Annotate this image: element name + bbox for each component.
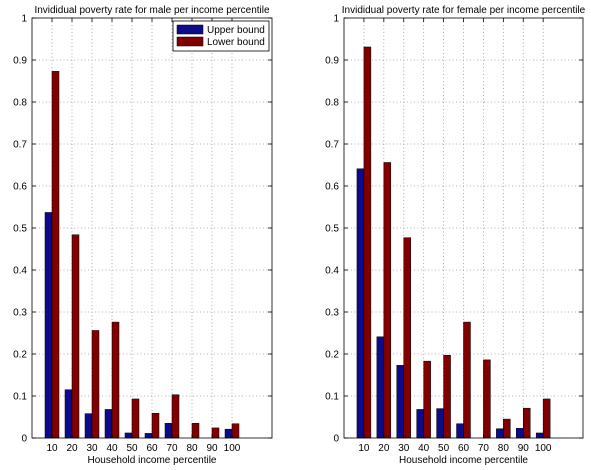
female-bar-upper-80 [496,428,504,439]
male-bar-lower-50 [131,398,140,439]
female-bar-upper-90 [516,428,524,439]
male-ytick-label: 0.1 [13,392,27,403]
male-ytick-label: 0.6 [13,182,27,193]
female-xtick-label: 70 [478,443,490,454]
female-xtick-label: 10 [358,443,370,454]
female-xtick-label: 80 [498,443,510,454]
female-ytick-label: 0.5 [325,224,339,235]
female-ytick-label: 0.4 [325,266,339,277]
male-ytick-label: 0.5 [13,224,27,235]
male-ytick-label: 0.7 [13,140,27,151]
female-xtick-label: 100 [535,443,552,454]
female-xtick-label: 20 [378,443,390,454]
female-bar-upper-50 [436,408,444,439]
female-ytick-label: 0.3 [325,308,339,319]
male-ytick-label: 0.9 [13,56,27,67]
male-xtick-label: 60 [146,443,158,454]
female-bar-lower-80 [503,418,511,439]
female-ytick-label: 0.6 [325,182,339,193]
female-chart-title: Invididual poverty rate for female per i… [342,5,586,16]
legend-label-lower: Lower bound [207,37,265,48]
male-bar-lower-90 [211,427,220,439]
female-bar-lower-20 [383,162,392,439]
female-xtick-label: 30 [398,443,410,454]
female-ytick-label: 0.8 [325,98,339,109]
male-bar-upper-70 [164,423,173,439]
female-bar-lower-40 [423,360,431,439]
female-ytick-label: 0.2 [325,350,339,361]
male-xtick-label: 100 [224,443,241,454]
male-xtick-label: 30 [86,443,98,454]
male-ytick-label: 1 [21,14,27,25]
female-bar-lower-100 [542,398,551,439]
male-bar-lower-30 [91,330,100,439]
female-ytick-label: 0.9 [325,56,339,67]
male-bar-lower-40 [111,321,120,439]
male-bar-lower-70 [171,394,180,439]
female-ytick-label: 1 [333,14,339,25]
male-bar-upper-10 [44,212,53,439]
female-x-axis-label: Household income percentile [399,455,528,466]
female-xtick-label: 50 [438,443,450,454]
male-bar-upper-100 [224,428,233,439]
female-bar-lower-70 [483,359,491,439]
female-bar-upper-40 [416,409,424,439]
female-bar-upper-20 [376,336,385,439]
male-xtick-label: 80 [186,443,198,454]
female-xtick-label: 60 [458,443,470,454]
male-xtick-label: 70 [166,443,178,454]
male-xtick-label: 50 [126,443,138,454]
female-bar-lower-90 [523,407,531,439]
male-xtick-label: 40 [106,443,118,454]
male-bar-upper-20 [64,389,73,439]
male-poverty-chart: 0 0.1 0.2 0.3 0.4 0.5 0.6 0.7 0.8 0.9 1 10 20 30 40 50 6… [13,5,273,466]
male-ytick-label: 0 [21,434,27,445]
male-x-axis-label: Household income percentile [88,455,217,466]
male-ytick-label: 0.8 [13,98,27,109]
male-bar-lower-10 [51,71,60,439]
female-ytick-label: 0.1 [325,392,339,403]
female-bar-upper-60 [456,423,464,439]
male-xtick-label: 10 [46,443,58,454]
female-poverty-chart: 0 0.1 0.2 0.3 0.4 0.5 0.6 0.7 0.8 0.9 1 10 20 30 40 50 6… [325,5,586,466]
female-bar-upper-100 [535,432,544,439]
male-ytick-label: 0.4 [13,266,27,277]
male-bar-upper-40 [104,409,113,439]
male-chart-title: Invididual poverty rate for male per inc… [34,5,270,16]
male-xtick-label: 90 [206,443,218,454]
female-bar-lower-30 [403,237,411,439]
male-xtick-label: 20 [66,443,78,454]
male-ytick-label: 0.3 [13,308,27,319]
male-bar-lower-80 [191,423,200,439]
female-xtick-label: 90 [518,443,530,454]
female-bar-lower-50 [443,355,451,439]
legend-swatch-lower [176,36,204,47]
male-bar-lower-20 [71,234,80,439]
female-bar-upper-10 [356,168,365,439]
female-xtick-label: 40 [418,443,430,454]
female-bar-lower-60 [463,321,471,439]
male-bar-upper-60 [144,433,153,439]
female-ytick-label: 0.7 [325,140,339,151]
legend-label-upper: Upper bound [207,25,265,36]
female-bar-lower-10 [363,46,372,439]
male-bar-upper-50 [124,432,133,439]
male-bar-upper-30 [84,413,93,439]
female-bar-upper-30 [396,365,405,439]
male-bar-lower-60 [151,412,160,439]
male-bar-lower-100 [231,423,240,439]
legend-swatch-upper [176,24,204,35]
female-ytick-label: 0 [333,434,339,445]
male-ytick-label: 0.2 [13,350,27,361]
